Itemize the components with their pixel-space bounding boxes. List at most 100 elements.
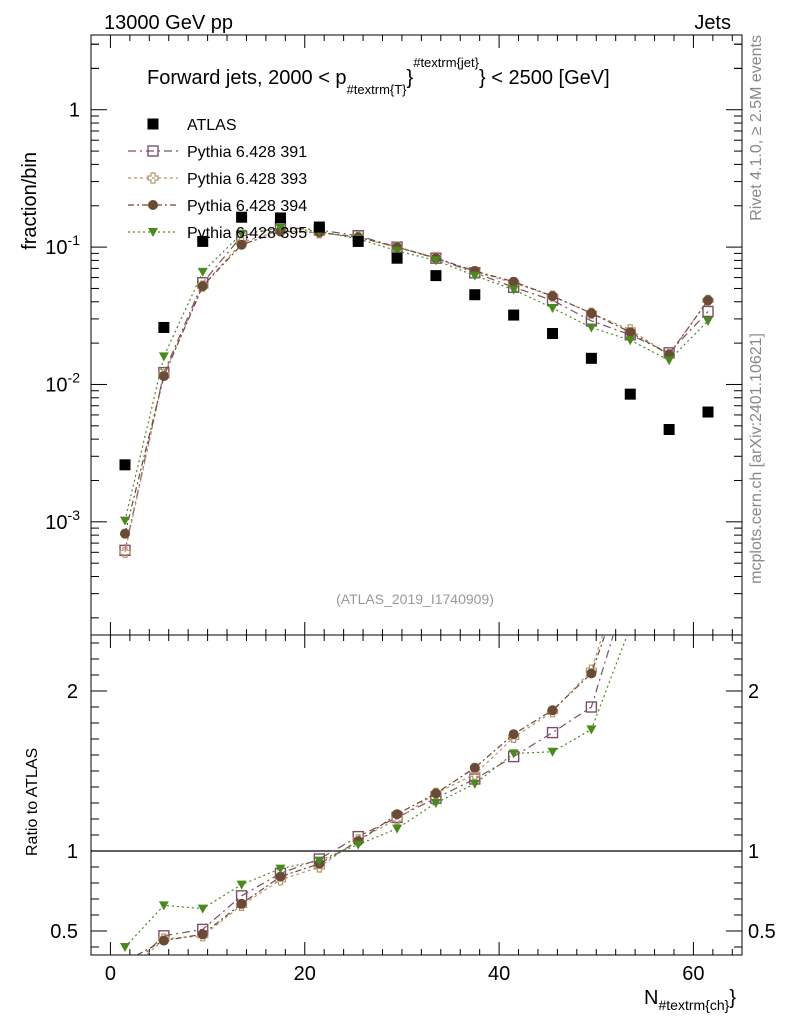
legend-label: Pythia 6.428 393 [187,171,307,188]
ratio-point [469,762,480,773]
ratio-point [197,929,208,940]
series-point [197,281,208,292]
ratio-point [236,880,247,890]
ratio-point [275,871,286,882]
y-tick-label: 10-3 [45,507,80,534]
ratio-point [120,969,130,979]
data-point [352,235,364,247]
data-point [547,327,559,339]
y-tick-label: 10-2 [45,369,80,396]
ratio-point [664,446,674,456]
legend-marker [147,172,159,184]
data-point [313,221,325,233]
ratio-point [625,558,635,568]
y-tick-base: 10 [45,512,67,534]
ratio-tick-label: 2 [67,681,78,703]
x-tick-label: 60 [682,963,704,985]
main-panel: 110-110-210-3 [45,34,743,636]
y-tick-exp: -1 [68,232,81,248]
ratio-point [703,271,713,280]
x-tick-label: 0 [105,963,116,985]
y-tick-label: 1 [69,100,80,122]
ratio-point [586,668,597,679]
series-point [120,516,131,526]
x-axis-label-sub: #textrm{ch} [658,997,729,1013]
series-point [702,305,714,318]
ratio-line [135,635,606,955]
legend-marker [147,145,159,157]
series-point [664,356,675,366]
series-point [236,239,247,250]
data-point [274,212,286,224]
data-point [119,459,131,471]
ratio-tick-label-right: 2 [748,681,759,703]
ratio-frame [90,634,743,956]
series-point [625,336,636,346]
ratio-tick-label-right: 0.5 [748,921,776,943]
y-tick-exp: -3 [68,507,81,523]
chart-title-tail: } < 2500 [GeV] [479,67,610,89]
ratio-point [392,809,403,820]
ratio-tick-label: 1 [67,841,78,863]
series-point [275,223,286,233]
data-point [236,211,248,223]
ratio-point [585,701,598,713]
ratio-point [120,956,130,966]
side-label-top: Rivet 4.1.0, ≥ 2.5M events [748,35,765,221]
legend-marker [148,200,158,210]
series-point [508,285,519,295]
ratio-point [625,623,635,632]
series-point [547,304,558,314]
ratio-point [430,788,441,799]
header: 13000 GeV pp Jets [104,12,731,34]
legend-label: Pythia 6.428 394 [187,198,307,215]
ratio-tick-label-right: 1 [748,841,759,863]
series-point [430,256,441,266]
ratio-plot-area [120,142,713,979]
series-point [469,271,480,281]
data-point [158,321,170,333]
ratio-panel: 0 20 40 60 0.5 0.5 1 1 2 2 [50,142,776,985]
chart-title-close: } [407,67,414,89]
series-point [586,308,597,319]
chart-title-sup: #textrm{jet} [413,55,479,70]
ratio-point [703,142,713,152]
x-axis-label: N#textrm{ch}} [644,987,736,1013]
chart-title-sub: #textrm{T} [347,82,408,97]
data-point [508,309,520,321]
legend: ATLAS Pythia 6.428 391 Pythia 6.428 393 Pyt… [128,117,307,242]
series-point [702,295,713,306]
ratio-point [508,749,519,759]
ratio-point [275,864,286,874]
series-point [120,528,131,539]
series-line [124,229,709,553]
series-line [124,230,709,534]
series-point [547,291,558,302]
legend-label: Pythia 6.428 391 [187,144,307,161]
ratio-point [236,898,247,909]
header-right: Jets [694,12,731,34]
x-tick-label: 20 [294,963,316,985]
series-point [586,323,597,333]
ratio-point [430,799,441,808]
ratio-point [158,935,169,946]
y-tick-label: 10-1 [45,232,80,259]
data-point [585,352,597,364]
x-tick-label: 40 [488,963,510,985]
chart-title: Forward jets, 2000 < p#textrm{T}}#textrm… [147,55,610,97]
series-point [158,352,169,362]
ratio-point [120,943,131,952]
data-point [430,270,442,282]
data-point [197,235,209,247]
series-point [702,316,713,326]
ratio-point [197,904,208,914]
watermark: (ATLAS_2019_I1740909) [336,591,494,607]
y-axis-label: fraction/bin [19,152,41,250]
y-tick-exp: -2 [68,369,81,385]
data-point [702,406,714,418]
y-tick-base: 10 [45,237,67,259]
ratio-y-axis-label: Ratio to ATLAS [24,748,41,856]
series-point [158,371,169,382]
ratio-point [664,446,674,456]
